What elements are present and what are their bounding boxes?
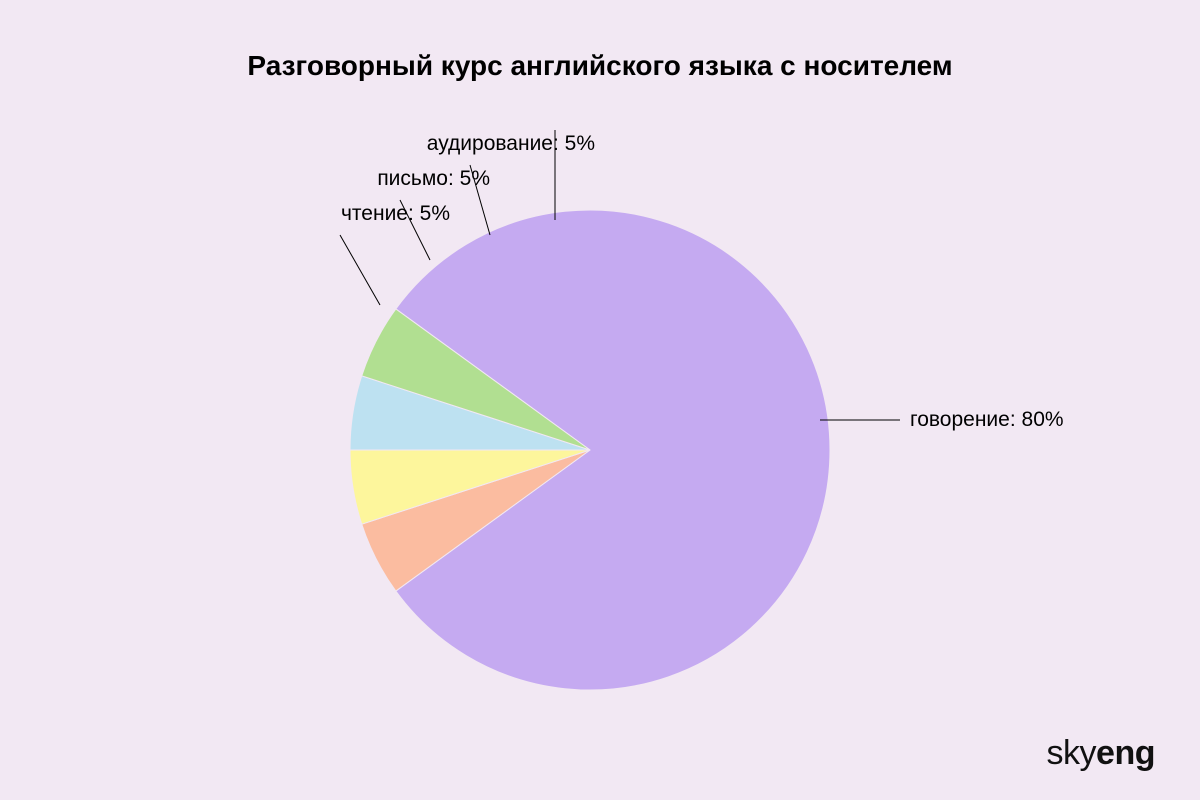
slice-label: аудирование: 5% [427,132,595,155]
brand-logo: skyeng [1047,734,1155,773]
slice-label: чтение: 5% [341,202,450,225]
slice-label: письмо: 5% [377,167,490,190]
pie-svg: говорение: 80% чтение: 5% письмо: 5% аудиро… [0,120,1200,740]
chart-title: Разговорный курс английского языка с нос… [0,50,1200,82]
pie-chart: говорение: 80% чтение: 5% письмо: 5% аудиро… [0,120,1200,740]
slice-label: лексика: 5% [541,120,660,122]
slice-label: говорение: 80% [910,408,1064,431]
callout-line [340,235,380,305]
